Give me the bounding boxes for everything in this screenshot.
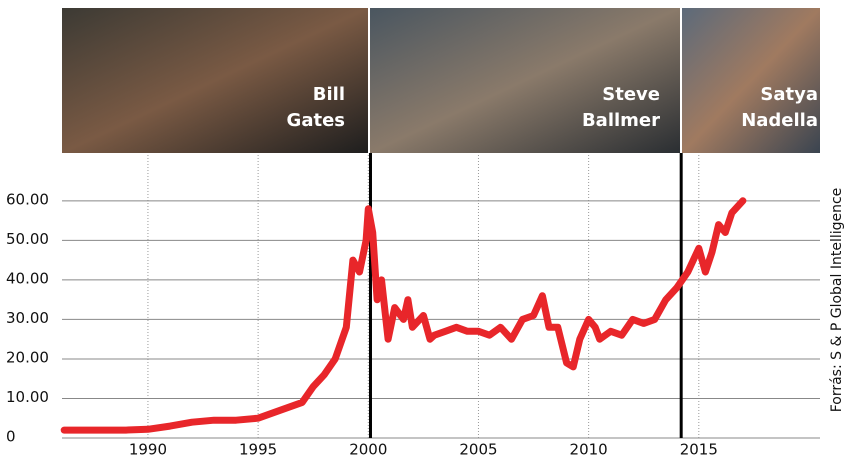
x-tick-label: 1990 bbox=[129, 441, 167, 458]
y-tick-label: 20.00 bbox=[6, 348, 49, 366]
ceo-name: Gates bbox=[287, 110, 345, 131]
photo-panel bbox=[62, 8, 368, 153]
source-note: Forrás: S & P Global Intelligence bbox=[829, 188, 845, 413]
y-tick-label: 10.00 bbox=[6, 388, 49, 406]
y-tick-label: 30.00 bbox=[6, 309, 49, 327]
y-tick-label: 60.00 bbox=[6, 190, 49, 208]
ceo-name: Satya bbox=[760, 84, 818, 105]
x-tick-label: 2005 bbox=[459, 441, 497, 458]
ceo-name: Ballmer bbox=[582, 110, 660, 131]
ceo-name: Nadella bbox=[741, 110, 818, 131]
ceo-name: Steve bbox=[602, 84, 660, 105]
photo-panel bbox=[682, 8, 820, 153]
y-tick-label: 0 bbox=[6, 428, 16, 446]
x-tick-label: 2015 bbox=[680, 441, 718, 458]
ceo-name: Bill bbox=[313, 84, 345, 105]
y-tick-label: 40.00 bbox=[6, 269, 49, 287]
x-tick-label: 2000 bbox=[349, 441, 387, 458]
y-tick-label: 50.00 bbox=[6, 230, 49, 248]
price-line bbox=[60, 197, 747, 434]
photo-panel bbox=[370, 8, 680, 153]
x-tick-label: 1995 bbox=[239, 441, 277, 458]
x-tick-label: 2010 bbox=[570, 441, 608, 458]
